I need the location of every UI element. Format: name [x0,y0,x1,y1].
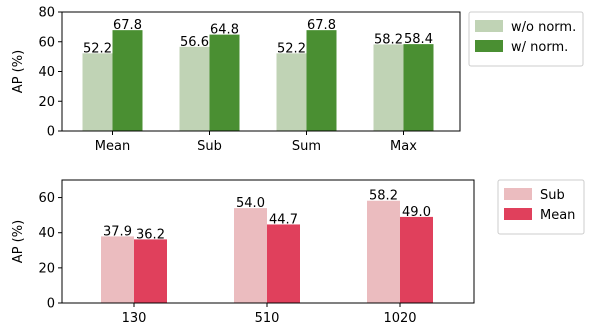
data-label: 52.2 [277,41,306,56]
data-label: 36.2 [136,227,165,242]
bar-mean-510 [267,224,300,303]
bar-w-o-norm--sum [276,53,307,131]
data-label: 58.2 [374,32,403,47]
bar-mean-130 [134,239,167,303]
y-tick-label: 0 [47,297,55,312]
legend-swatch [475,40,503,52]
y-tick-label: 40 [38,226,55,241]
legend-entry: w/ norm. [511,40,568,55]
chart-2: 37.9 54.0 58.2 36.2 44.7 49.0 0 20 40 60 130 510 102… [11,179,585,326]
bar-w-norm--max [403,44,434,131]
bar-w-norm--mean [112,30,143,131]
bar-w-norm--sub [209,34,240,131]
bar-sub-130 [101,236,134,303]
y-tick-label: 60 [38,35,55,50]
data-label: 67.8 [307,18,336,33]
x-tick-label: Sub [197,139,222,154]
legend-swatch [504,188,532,200]
y-tick-label: 20 [38,95,55,110]
bar-w-o-norm--mean [82,53,113,131]
data-label: 44.7 [269,212,298,227]
y-tick-label: 80 [38,6,55,21]
y-tick-label: 40 [38,65,55,80]
legend: w/o norm. w/ norm. [468,11,584,67]
legend-entry: Sub [540,188,565,203]
bar-w-o-norm--max [373,44,404,131]
data-label: 54.0 [236,196,265,211]
y-axis-label: AP (%) [11,220,26,263]
x-tick-label: Sum [292,139,321,154]
plot-frame [61,179,475,304]
legend-swatch [504,208,532,220]
data-label: 56.6 [180,35,209,50]
bar-sub-510 [234,208,267,303]
y-tick-label: 60 [38,191,55,206]
legend-entry: Mean [540,208,575,223]
data-label: 58.2 [369,189,398,204]
data-label: 37.9 [103,224,132,239]
y-axis-label: AP (%) [11,50,26,93]
legend: Sub Mean [497,179,585,235]
data-label: 52.2 [83,41,112,56]
data-label: 58.4 [404,32,433,47]
data-label: 67.8 [113,18,142,33]
legend-swatch [475,20,503,32]
legend-entry: w/o norm. [511,20,576,35]
y-tick-label: 0 [47,125,55,140]
bar-w-o-norm--sub [179,46,210,132]
bar-w-norm--sum [306,30,337,131]
x-tick-label: Mean [95,139,130,154]
y-tick-label: 20 [38,261,55,276]
x-tick-label: 510 [255,311,280,326]
data-label: 64.8 [210,23,239,38]
data-label: 49.0 [402,205,431,220]
x-tick-label: 1020 [383,311,416,326]
chart-1: 52.2 56.6 52.2 58.2 67.8 64.8 67.8 58.4 0 20 40 60 8… [11,6,584,154]
x-tick-label: Max [390,139,417,154]
bar-sub-1020 [367,200,400,303]
bar-mean-1020 [400,216,433,303]
x-tick-label: 130 [122,311,147,326]
